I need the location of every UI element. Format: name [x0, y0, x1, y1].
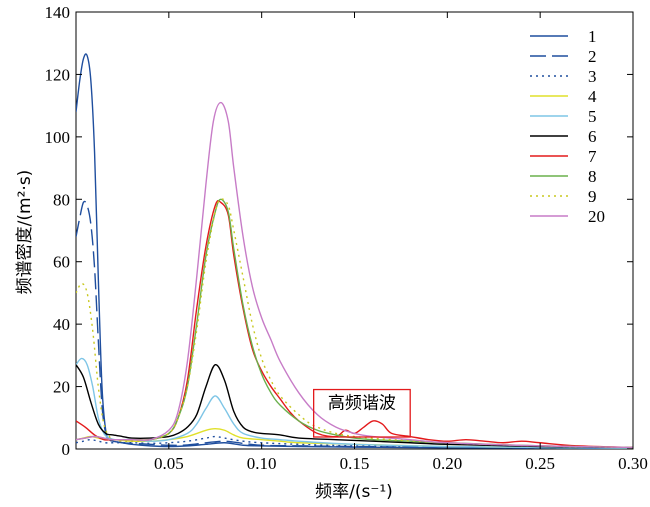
legend-label-5: 5 — [588, 107, 597, 126]
legend-label-8: 8 — [588, 167, 597, 186]
y-tick-label-20: 20 — [53, 378, 70, 397]
legend-background — [525, 22, 625, 222]
ticks-layer: 0.05 0.10 0.15 0.20 0.25 0.300204060801001201… — [45, 3, 648, 473]
legend-label-20: 20 — [588, 207, 605, 226]
x-tick-label-0.10: 0.10 — [247, 454, 277, 473]
annotation: 高频谐波 — [313, 388, 411, 438]
legend-label-7: 7 — [588, 147, 597, 166]
annotation-label: 高频谐波 — [328, 394, 396, 414]
x-tick-label-0.25: 0.25 — [525, 454, 555, 473]
series-line-20 — [76, 101, 633, 449]
annotation-box — [313, 388, 411, 438]
legend-label-9: 9 — [588, 187, 597, 206]
y-tick-label-100: 100 — [45, 128, 71, 147]
y-axis-title: 频谱密度/(m²·s) — [15, 170, 35, 295]
series-layer — [76, 53, 633, 449]
series-line-3 — [76, 435, 633, 449]
x-tick-label-0.30: 0.30 — [618, 454, 648, 473]
y-tick-label-60: 60 — [53, 253, 70, 272]
y-tick-label-0: 0 — [62, 440, 71, 459]
legend-label-2: 2 — [588, 47, 597, 66]
y-tick-label-120: 120 — [45, 65, 71, 84]
y-tick-label-40: 40 — [53, 315, 70, 334]
legend-label-4: 4 — [588, 87, 597, 106]
x-tick-label-0.15: 0.15 — [340, 454, 370, 473]
legend-label-1: 1 — [588, 27, 597, 46]
series-line-5 — [76, 357, 633, 449]
series-line-2 — [76, 200, 633, 449]
y-tick-label-140: 140 — [45, 3, 71, 22]
x-axis-title: 频率/(s⁻¹) — [315, 482, 393, 502]
series-line-6 — [76, 364, 633, 449]
x-tick-label-0.20: 0.20 — [432, 454, 462, 473]
x-tick-label-0.05: 0.05 — [154, 454, 184, 473]
legend-label-6: 6 — [588, 127, 597, 146]
legend-label-3: 3 — [588, 67, 597, 86]
y-tick-label-80: 80 — [53, 190, 70, 209]
